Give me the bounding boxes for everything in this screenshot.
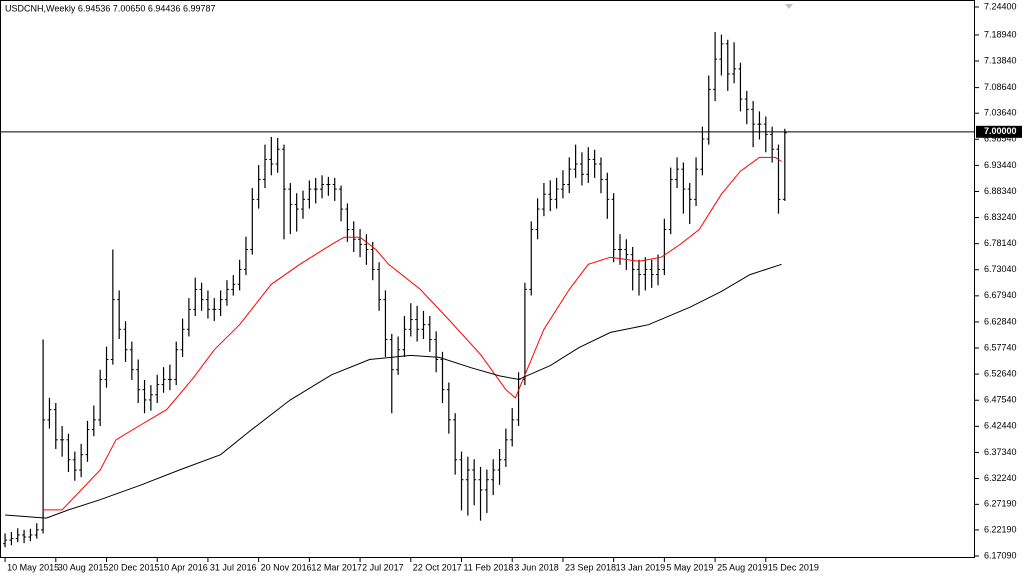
shift-marker xyxy=(785,4,793,9)
y-tick-label: 6.37340 xyxy=(984,447,1017,457)
moving-average xyxy=(5,263,782,519)
y-tick-label: 6.27190 xyxy=(984,499,1017,509)
y-tick-label: 6.78140 xyxy=(984,238,1017,248)
y-tick-label: 7.13840 xyxy=(984,55,1017,65)
x-tick-label: 3 Jun 2018 xyxy=(514,562,559,572)
x-tick-label: 10 Apr 2016 xyxy=(159,562,208,572)
y-tick-label: 6.22190 xyxy=(984,524,1017,534)
x-tick-label: 13 Jan 2019 xyxy=(616,562,666,572)
x-tick-label: 2 Jul 2017 xyxy=(362,562,404,572)
price-label: 7.00000 xyxy=(984,126,1017,136)
y-tick-label: 6.73040 xyxy=(984,264,1017,274)
x-tick-label: 12 Mar 2017 xyxy=(311,562,362,572)
x-tick-label: 5 May 2019 xyxy=(666,562,713,572)
y-tick-label: 6.88340 xyxy=(984,186,1017,196)
x-tick-label: 15 Dec 2019 xyxy=(768,562,819,572)
x-tick-label: 31 Jul 2016 xyxy=(210,562,257,572)
y-tick-label: 6.17090 xyxy=(984,550,1017,560)
moving-average xyxy=(43,156,782,511)
y-tick-label: 7.08640 xyxy=(984,82,1017,92)
x-tick-label: 30 Aug 2015 xyxy=(58,562,109,572)
y-tick-label: 6.52640 xyxy=(984,368,1017,378)
x-tick-label: 23 Sep 2018 xyxy=(565,562,616,572)
price-label-box xyxy=(976,125,1022,138)
y-tick-label: 7.18940 xyxy=(984,29,1017,39)
y-tick-label: 7.24400 xyxy=(984,1,1017,11)
y-tick-label: 7.03640 xyxy=(984,108,1017,118)
y-tick-label: 6.32240 xyxy=(984,473,1017,483)
y-tick-label: 6.67940 xyxy=(984,290,1017,300)
x-tick-label: 22 Oct 2017 xyxy=(413,562,462,572)
y-tick-label: 6.83240 xyxy=(984,212,1017,222)
chart-title: USDCNH,Weekly 6.94536 7.00650 6.94436 6.… xyxy=(5,3,215,13)
x-tick-label: 11 Feb 2018 xyxy=(464,562,514,572)
y-tick-label: 6.93440 xyxy=(984,160,1017,170)
y-tick-label: 6.62840 xyxy=(984,316,1017,326)
x-tick-label: 20 Dec 2015 xyxy=(109,562,160,572)
plot-frame xyxy=(0,0,975,558)
x-tick-label: 25 Aug 2019 xyxy=(717,562,768,572)
x-tick-label: 10 May 2015 xyxy=(7,562,59,572)
y-tick-label: 6.42440 xyxy=(984,421,1017,431)
y-tick-label: 6.98540 xyxy=(984,134,1017,144)
x-tick-label: 20 Nov 2016 xyxy=(261,562,312,572)
y-tick-label: 6.57740 xyxy=(984,342,1017,352)
y-tick-label: 6.47540 xyxy=(984,395,1017,405)
